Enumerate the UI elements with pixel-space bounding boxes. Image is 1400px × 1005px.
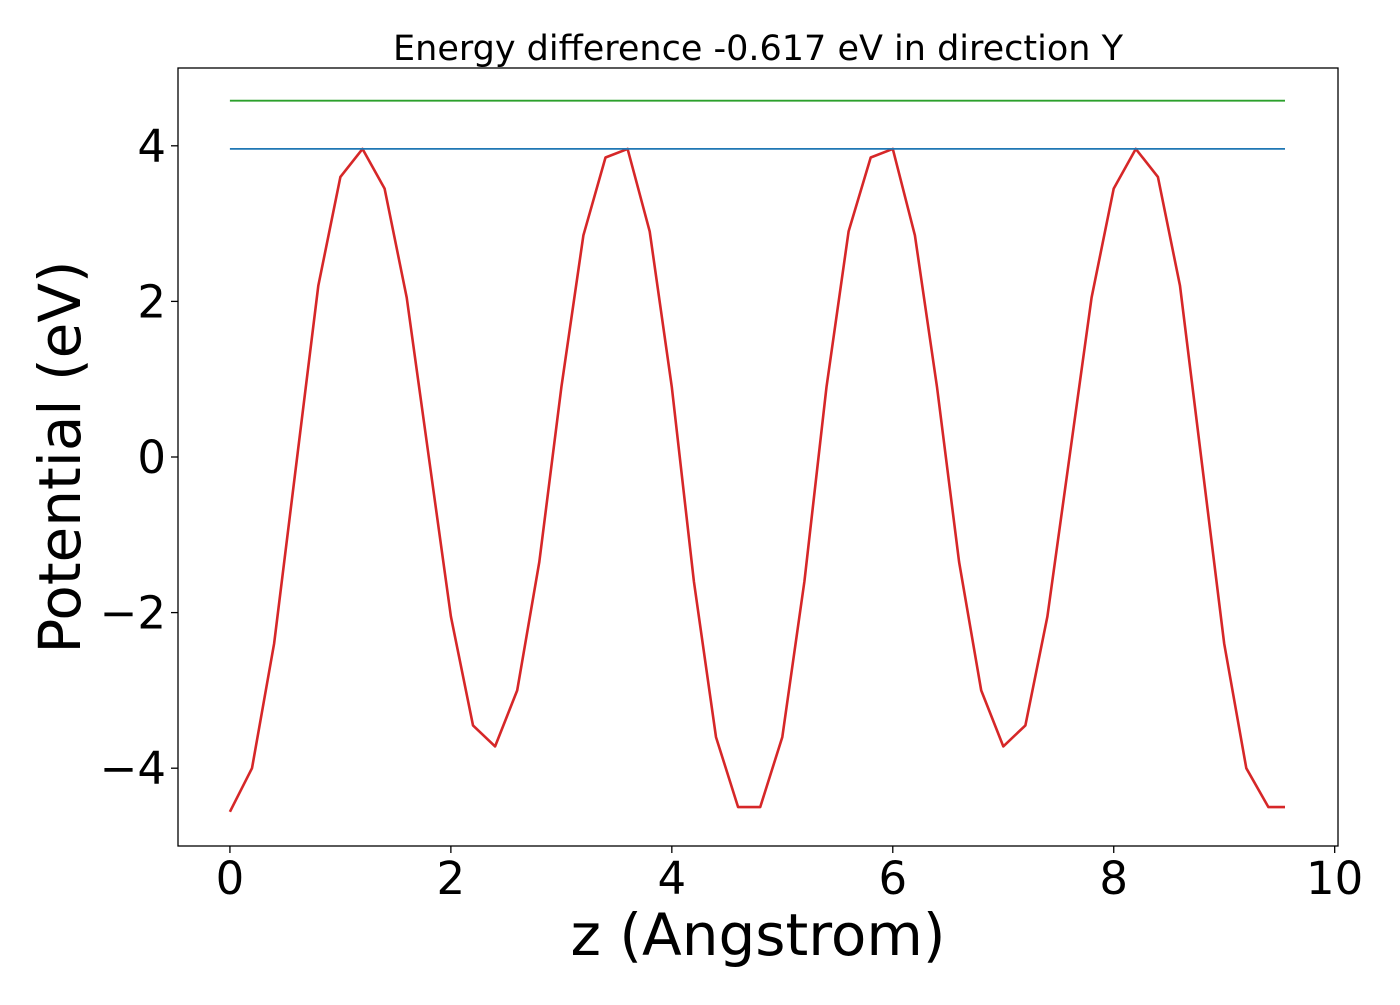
x-tick-label: 0 bbox=[216, 852, 245, 905]
x-tick-label: 10 bbox=[1306, 852, 1363, 905]
y-axis-label: Potential (eV) bbox=[26, 260, 94, 653]
series-layer bbox=[228, 99, 1285, 813]
x-tick-label: 4 bbox=[658, 852, 687, 905]
y-tick-label: 2 bbox=[137, 275, 166, 328]
y-axis: −4 −2 0 2 4 bbox=[100, 120, 178, 795]
x-axis: 0 2 4 6 8 10 bbox=[216, 846, 1363, 905]
x-tick-label: 2 bbox=[437, 852, 466, 905]
y-tick-label: −4 bbox=[100, 742, 166, 795]
chart-title: Energy difference -0.617 eV in direction… bbox=[393, 29, 1124, 69]
x-tick-label: 8 bbox=[1099, 852, 1128, 905]
potential-line bbox=[228, 147, 1285, 813]
y-tick-label: −2 bbox=[100, 587, 166, 640]
x-tick-label: 6 bbox=[878, 852, 907, 905]
y-tick-label: 4 bbox=[137, 120, 166, 173]
plot-frame bbox=[177, 67, 1339, 847]
y-tick-label: 0 bbox=[137, 431, 166, 484]
x-axis-label: z (Angstrom) bbox=[571, 901, 946, 969]
